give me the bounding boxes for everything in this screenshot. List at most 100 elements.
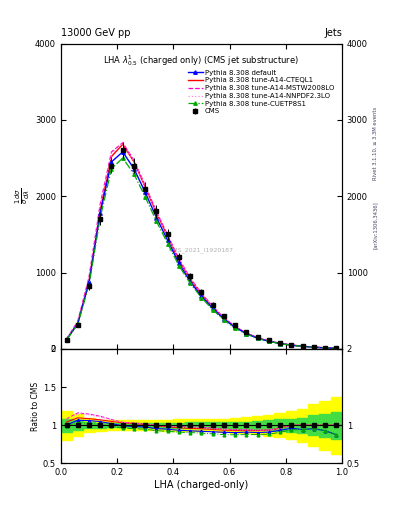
Pythia 8.308 tune-CUETP8S1 [120, 155, 125, 161]
Pythia 8.308 tune-A14-MSTW2008LO [278, 340, 283, 347]
Pythia 8.308 tune-CUETP8S1 [266, 338, 271, 345]
Pythia 8.308 tune-A14-NNPDF2.3LO [143, 183, 148, 189]
Pythia 8.308 tune-A14-CTEQL1 [176, 257, 181, 263]
Pythia 8.308 default [266, 338, 271, 344]
Pythia 8.308 tune-CUETP8S1 [300, 343, 305, 349]
Text: LHA $\lambda^{1}_{0.5}$ (charged only) (CMS jet substructure): LHA $\lambda^{1}_{0.5}$ (charged only) (… [103, 53, 299, 68]
Line: Pythia 8.308 tune-A14-NNPDF2.3LO: Pythia 8.308 tune-A14-NNPDF2.3LO [66, 143, 336, 348]
Pythia 8.308 tune-A14-CTEQL1 [75, 320, 80, 326]
Pythia 8.308 tune-A14-NNPDF2.3LO [199, 291, 204, 297]
Pythia 8.308 default [199, 293, 204, 299]
Pythia 8.308 default [154, 215, 159, 221]
Pythia 8.308 default [289, 342, 294, 348]
Pythia 8.308 default [255, 335, 260, 341]
Pythia 8.308 tune-CUETP8S1 [109, 166, 114, 172]
Pythia 8.308 tune-A14-CTEQL1 [266, 338, 271, 344]
Y-axis label: Ratio to CMS: Ratio to CMS [31, 381, 40, 431]
Pythia 8.308 tune-A14-MSTW2008LO [120, 140, 125, 146]
Pythia 8.308 default [244, 331, 249, 337]
Pythia 8.308 default [143, 189, 148, 196]
Pythia 8.308 default [120, 149, 125, 155]
Pythia 8.308 tune-CUETP8S1 [289, 342, 294, 348]
Pythia 8.308 tune-A14-NNPDF2.3LO [300, 343, 305, 349]
Pythia 8.308 tune-CUETP8S1 [244, 331, 249, 337]
Pythia 8.308 tune-A14-MSTW2008LO [109, 149, 114, 155]
Pythia 8.308 tune-A14-MSTW2008LO [98, 201, 103, 207]
Pythia 8.308 tune-A14-CTEQL1 [222, 315, 226, 321]
Pythia 8.308 tune-A14-NNPDF2.3LO [289, 342, 294, 348]
Pythia 8.308 tune-A14-MSTW2008LO [188, 275, 193, 281]
Text: Jets: Jets [324, 28, 342, 38]
Pythia 8.308 tune-CUETP8S1 [98, 215, 103, 221]
Pythia 8.308 tune-A14-CTEQL1 [154, 210, 159, 216]
Pythia 8.308 tune-A14-MSTW2008LO [244, 330, 249, 336]
Pythia 8.308 tune-A14-MSTW2008LO [210, 303, 215, 309]
Pythia 8.308 tune-A14-NNPDF2.3LO [323, 345, 327, 351]
Pythia 8.308 default [98, 210, 103, 216]
Pythia 8.308 tune-A14-CTEQL1 [311, 344, 316, 350]
Pythia 8.308 tune-A14-MSTW2008LO [300, 343, 305, 349]
Pythia 8.308 tune-A14-CTEQL1 [233, 324, 237, 330]
Pythia 8.308 tune-A14-CTEQL1 [210, 304, 215, 310]
Pythia 8.308 tune-A14-MSTW2008LO [176, 255, 181, 262]
Pythia 8.308 tune-A14-CTEQL1 [109, 154, 114, 160]
Pythia 8.308 tune-A14-CTEQL1 [244, 330, 249, 336]
Pythia 8.308 tune-A14-MSTW2008LO [233, 324, 237, 330]
Pythia 8.308 tune-A14-CTEQL1 [199, 291, 204, 297]
Y-axis label: $\frac{1}{\sigma}\frac{d\sigma}{d\lambda}$: $\frac{1}{\sigma}\frac{d\sigma}{d\lambda… [14, 188, 32, 204]
Line: Pythia 8.308 tune-A14-CTEQL1: Pythia 8.308 tune-A14-CTEQL1 [66, 144, 336, 348]
Pythia 8.308 tune-CUETP8S1 [165, 241, 170, 247]
Pythia 8.308 tune-CUETP8S1 [233, 325, 237, 331]
Pythia 8.308 tune-CUETP8S1 [176, 263, 181, 269]
Pythia 8.308 tune-A14-NNPDF2.3LO [278, 340, 283, 347]
Pythia 8.308 tune-CUETP8S1 [154, 218, 159, 224]
Pythia 8.308 default [233, 325, 237, 331]
Pythia 8.308 tune-CUETP8S1 [199, 294, 204, 301]
Pythia 8.308 default [278, 340, 283, 347]
Legend: Pythia 8.308 default, Pythia 8.308 tune-A14-CTEQL1, Pythia 8.308 tune-A14-MSTW20: Pythia 8.308 default, Pythia 8.308 tune-… [186, 69, 336, 116]
Pythia 8.308 tune-A14-NNPDF2.3LO [210, 304, 215, 310]
Pythia 8.308 tune-CUETP8S1 [222, 317, 226, 323]
Text: Rivet 3.1.10, ≥ 3.3M events: Rivet 3.1.10, ≥ 3.3M events [373, 106, 378, 180]
Pythia 8.308 default [222, 316, 226, 322]
Pythia 8.308 tune-A14-CTEQL1 [132, 159, 136, 165]
Pythia 8.308 tune-A14-MSTW2008LO [323, 345, 327, 351]
Pythia 8.308 tune-A14-CTEQL1 [255, 335, 260, 341]
Pythia 8.308 default [165, 238, 170, 244]
Pythia 8.308 default [300, 343, 305, 349]
Pythia 8.308 tune-CUETP8S1 [278, 340, 283, 347]
Pythia 8.308 tune-A14-CTEQL1 [165, 233, 170, 240]
Pythia 8.308 tune-A14-NNPDF2.3LO [165, 233, 170, 239]
Pythia 8.308 tune-A14-NNPDF2.3LO [188, 275, 193, 282]
Pythia 8.308 tune-A14-MSTW2008LO [266, 338, 271, 344]
Pythia 8.308 tune-A14-MSTW2008LO [165, 232, 170, 238]
Pythia 8.308 tune-A14-NNPDF2.3LO [64, 336, 69, 342]
Pythia 8.308 tune-A14-CTEQL1 [323, 345, 327, 351]
Pythia 8.308 tune-A14-CTEQL1 [98, 207, 103, 213]
Pythia 8.308 tune-A14-NNPDF2.3LO [311, 344, 316, 350]
Pythia 8.308 tune-A14-NNPDF2.3LO [109, 151, 114, 157]
Pythia 8.308 tune-A14-CTEQL1 [188, 276, 193, 283]
Pythia 8.308 tune-A14-MSTW2008LO [75, 318, 80, 325]
Pythia 8.308 tune-A14-CTEQL1 [334, 345, 339, 351]
X-axis label: LHA (charged-only): LHA (charged-only) [154, 480, 248, 490]
Pythia 8.308 default [311, 344, 316, 350]
Pythia 8.308 default [334, 345, 339, 351]
Line: Pythia 8.308 tune-CUETP8S1: Pythia 8.308 tune-CUETP8S1 [65, 156, 338, 350]
Line: Pythia 8.308 default: Pythia 8.308 default [65, 150, 338, 350]
Pythia 8.308 tune-A14-NNPDF2.3LO [98, 202, 103, 208]
Pythia 8.308 tune-A14-NNPDF2.3LO [244, 330, 249, 336]
Pythia 8.308 tune-A14-NNPDF2.3LO [266, 338, 271, 344]
Pythia 8.308 tune-A14-MSTW2008LO [143, 182, 148, 188]
Pythia 8.308 tune-A14-CTEQL1 [143, 184, 148, 190]
Pythia 8.308 tune-A14-MSTW2008LO [64, 336, 69, 342]
Pythia 8.308 tune-CUETP8S1 [188, 280, 193, 286]
Pythia 8.308 tune-A14-NNPDF2.3LO [233, 324, 237, 330]
Pythia 8.308 tune-A14-NNPDF2.3LO [75, 318, 80, 325]
Pythia 8.308 tune-A14-CTEQL1 [300, 343, 305, 349]
Pythia 8.308 tune-A14-CTEQL1 [278, 340, 283, 347]
Pythia 8.308 tune-A14-CTEQL1 [289, 342, 294, 348]
Pythia 8.308 tune-A14-MSTW2008LO [86, 274, 91, 280]
Pythia 8.308 tune-CUETP8S1 [323, 345, 327, 351]
Pythia 8.308 tune-CUETP8S1 [334, 345, 339, 351]
